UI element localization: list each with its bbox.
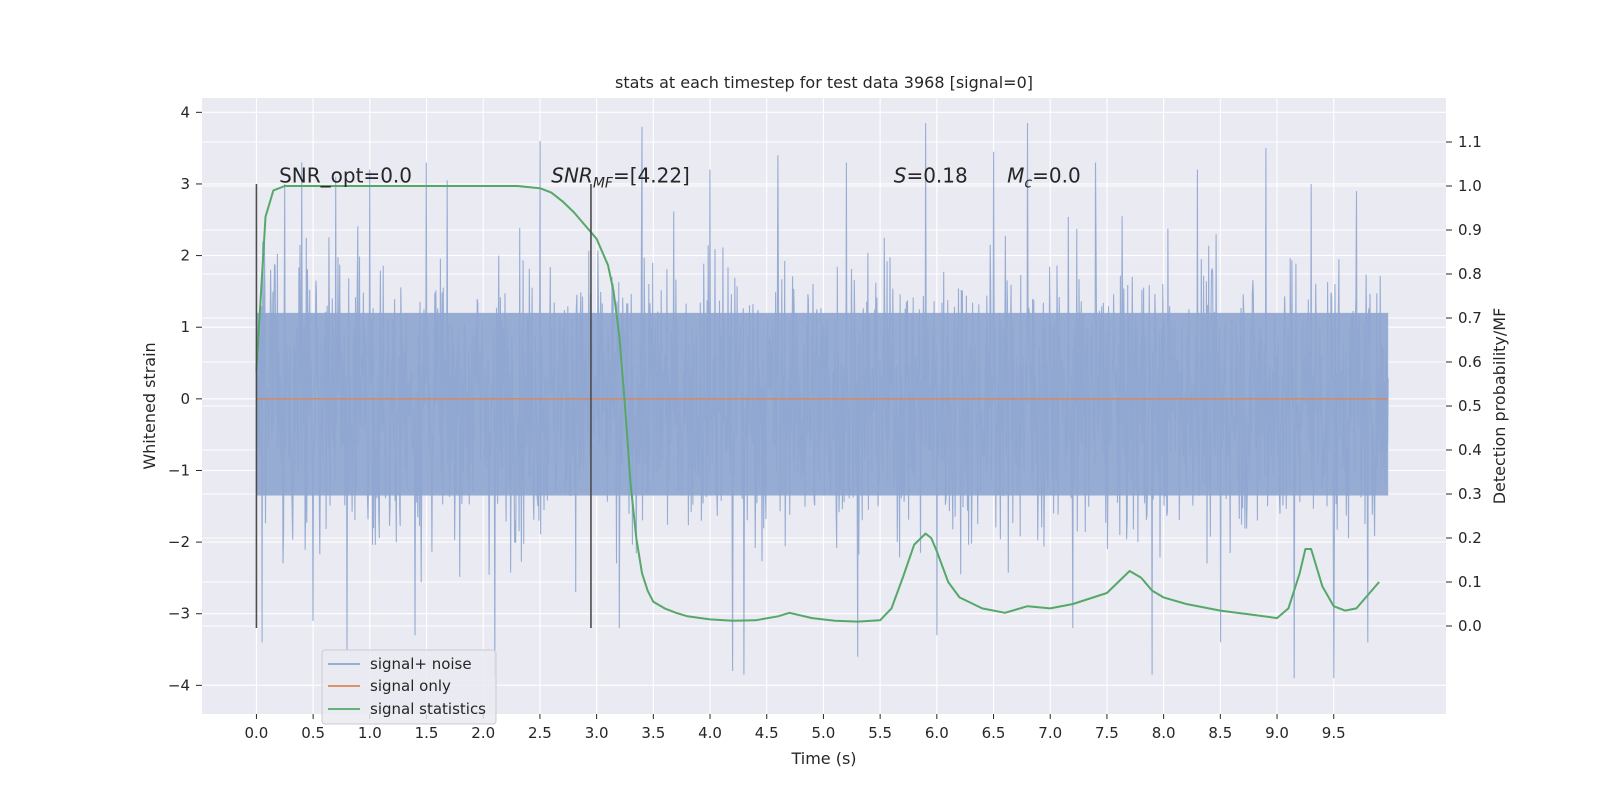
x-tick-label: 3.0 xyxy=(585,724,609,742)
x-tick-label: 0.5 xyxy=(301,724,325,742)
y2-tick-label: 0.4 xyxy=(1458,441,1482,459)
legend-box xyxy=(321,649,497,725)
y2-axis-label: Detection probability/MF xyxy=(1490,308,1509,505)
y-tick-label: 1 xyxy=(180,318,190,336)
y2-tick-label: 0.1 xyxy=(1458,573,1482,591)
legend-label-noise: signal+ noise xyxy=(370,655,472,673)
x-tick-label: 9.5 xyxy=(1322,724,1346,742)
y-tick-label: 2 xyxy=(180,247,190,265)
y2-tick-label: 0.7 xyxy=(1458,309,1482,327)
x-tick-label: 4.0 xyxy=(698,724,722,742)
annotation-text: SNRMF=[4.22] xyxy=(551,164,690,192)
y2-tick-label: 1.0 xyxy=(1458,177,1482,195)
legend-label-signal-statistics: signal statistics xyxy=(370,700,486,718)
x-tick-label: 9.0 xyxy=(1265,724,1289,742)
noise-series-layer xyxy=(255,123,1389,679)
x-tick-label: 5.0 xyxy=(812,724,836,742)
y2-tick-label: 0.3 xyxy=(1458,485,1482,503)
x-tick-label: 1.0 xyxy=(358,724,382,742)
x-axis-label: Time (s) xyxy=(790,749,856,768)
x-tick-label: 8.0 xyxy=(1152,724,1176,742)
y2-tick-label: 0.5 xyxy=(1458,397,1482,415)
chart-title: stats at each timestep for test data 396… xyxy=(615,73,1033,92)
x-tick-label: 8.5 xyxy=(1208,724,1232,742)
noise-line xyxy=(255,123,1389,679)
y2-tick-label: 0.8 xyxy=(1458,265,1482,283)
y-tick-label: −3 xyxy=(168,605,190,623)
y-tick-label: −4 xyxy=(168,676,190,694)
y-axis-label: Whitened strain xyxy=(140,342,159,469)
y2-tick-label: 0.9 xyxy=(1458,221,1482,239)
x-tick-layer: 0.0 0.5 1.0 1.5 2.0 2.5 3.0 3.5 4.0 4.5 5.0 5.5 6.0 6… xyxy=(245,714,1346,742)
x-tick-label: 2.5 xyxy=(528,724,552,742)
y-tick-label: 3 xyxy=(180,175,190,193)
x-tick-label: 5.5 xyxy=(868,724,892,742)
y2-tick-layer: 1.1 1.0 0.9 0.8 0.7 0.6 0.5 0.4 0.3 0.2 0.1 0.0 xyxy=(1446,133,1482,635)
y2-tick-label: 0.0 xyxy=(1458,617,1482,635)
y2-tick-label: 0.2 xyxy=(1458,529,1482,547)
signal-statistics-line xyxy=(255,185,1380,623)
signal-statistics-layer xyxy=(255,185,1380,623)
x-tick-label: 6.5 xyxy=(982,724,1006,742)
x-tick-label: 2.0 xyxy=(471,724,495,742)
x-tick-label: 3.5 xyxy=(641,724,665,742)
annotation-text: SNR_opt=0.0 xyxy=(279,164,412,188)
x-tick-label: 6.0 xyxy=(925,724,949,742)
x-tick-label: 1.5 xyxy=(415,724,439,742)
y-tick-label: 4 xyxy=(180,103,190,121)
legend-label-signal-only: signal only xyxy=(370,677,451,695)
annotation-layer: SNR_opt=0.0 SNRMF=[4.22] S=0.18 Mc=0.0 xyxy=(279,164,1081,192)
y2-tick-label: 1.1 xyxy=(1458,133,1482,151)
x-tick-label: 7.5 xyxy=(1095,724,1119,742)
x-tick-label: 7.0 xyxy=(1038,724,1062,742)
annotation-text: Mc=0.0 xyxy=(1007,164,1081,192)
vline-layer xyxy=(255,183,592,629)
legend: signal+ noise signal only signal statist… xyxy=(321,649,497,725)
x-tick-label: 0.0 xyxy=(245,724,269,742)
y-tick-layer: 4 3 2 1 0 −1 −2 −3 −4 xyxy=(168,103,202,694)
y-tick-label: 0 xyxy=(180,390,190,408)
y2-tick-label: 0.6 xyxy=(1458,353,1482,371)
x-tick-label: 4.5 xyxy=(755,724,779,742)
y-tick-label: −2 xyxy=(168,533,190,551)
annotation-text: S=0.18 xyxy=(894,164,968,188)
y-tick-label: −1 xyxy=(168,461,190,479)
